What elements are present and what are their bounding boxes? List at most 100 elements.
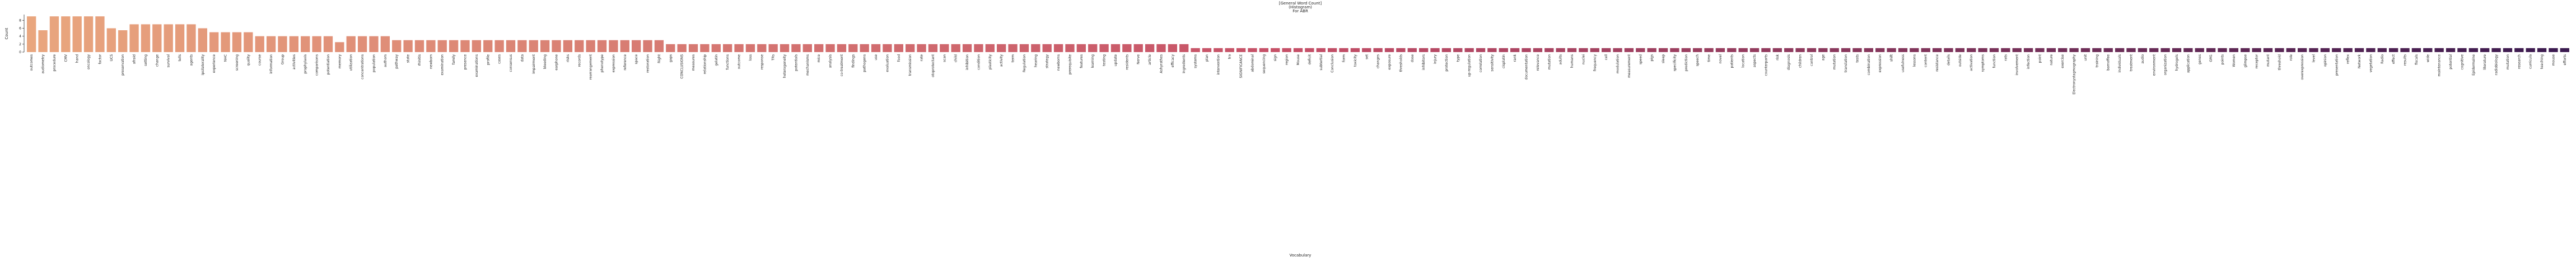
x-tick-label: up-regulation: [1468, 54, 1472, 77]
x-tick-label: threshold: [2278, 54, 2281, 70]
y-tick-label: 8: [19, 18, 21, 22]
x-tick-label: toxicity: [1354, 54, 1357, 67]
x-tick-label: tra: [1228, 54, 1232, 59]
x-tick-label: curricula: [2529, 54, 2533, 69]
x-tick-label: exposure: [1388, 54, 1392, 70]
x-tick-label: Nerve: [1137, 54, 1141, 64]
bar: [1647, 48, 1656, 52]
x-tick-label: presence: [464, 54, 468, 70]
x-tick-label: term: [1011, 54, 1015, 62]
bar: [997, 44, 1006, 52]
bar: [95, 16, 105, 52]
bar: [1179, 44, 1189, 52]
x-tick-label: mouse: [2551, 54, 2555, 66]
x-tick-label: glimpse: [2243, 54, 2247, 68]
bar: [1602, 48, 1611, 52]
bar: [962, 44, 972, 52]
x-tick-label: GM1: [2209, 54, 2213, 62]
bar: [563, 40, 573, 52]
x-tick-label: cognitive: [2460, 54, 2464, 70]
x-tick-label: NHC: [224, 54, 228, 62]
x-tick-label: authors: [384, 54, 388, 67]
x-tick-label: consensus: [509, 54, 513, 72]
x-tick-label: measurement: [1627, 54, 1631, 78]
x-tick-label: activation: [1970, 54, 1973, 71]
bar: [49, 16, 59, 52]
x-tick-label: tells: [178, 54, 182, 62]
bar: [2514, 48, 2524, 52]
bar: [1841, 48, 1851, 52]
bar: [688, 44, 698, 52]
bar: [1727, 48, 1737, 52]
x-tick-label: efficacy: [1171, 54, 1175, 68]
bar: [2377, 48, 2387, 52]
bar: [1533, 48, 1543, 52]
x-tick-label: sequencing: [1262, 54, 1266, 74]
x-tick-label: fiscals: [2415, 54, 2419, 65]
bar: [2080, 48, 2090, 52]
bar: [494, 40, 504, 52]
x-tick-label: effect: [2392, 54, 2396, 64]
y-tick-label: 0: [19, 50, 21, 54]
x-tick-label: bleeding: [543, 54, 547, 69]
x-tick-label: tests: [1855, 54, 1859, 63]
bar: [734, 44, 744, 52]
x-tick-label: counterparts: [1764, 54, 1768, 76]
bar: [1282, 48, 1291, 52]
bar: [529, 40, 538, 52]
bar: [2069, 48, 2079, 52]
x-tick-label: pigs: [1650, 54, 1654, 61]
x-tick-label: relevance: [1536, 54, 1540, 71]
x-tick-label: Women: [2232, 54, 2236, 67]
bar: [575, 40, 584, 52]
bar: [2480, 48, 2490, 52]
x-tick-label: individuals: [2118, 54, 2122, 72]
bar: [871, 44, 881, 52]
x-tick-label: teaching: [2540, 54, 2544, 69]
x-tick-label: prerequisite: [1068, 54, 1072, 74]
x-tick-label: barnoffee: [2107, 54, 2111, 71]
bar: [814, 44, 824, 52]
bar: [1487, 48, 1497, 52]
x-tick-label: results: [2404, 54, 2407, 66]
bar: [1670, 48, 1679, 52]
x-tick-label: abdominal: [1250, 54, 1254, 72]
bar: [1396, 48, 1406, 52]
bar: [118, 30, 128, 52]
bar: [940, 44, 949, 52]
x-tick-label: plan: [1205, 54, 1209, 62]
x-tick-label: learning: [1091, 54, 1095, 68]
bar: [1133, 44, 1143, 52]
bar: [1556, 48, 1565, 52]
bar: [426, 40, 436, 52]
x-tick-label: experience: [212, 54, 216, 73]
x-tick-label: point: [2038, 54, 2042, 63]
bar: [1168, 44, 1178, 52]
bar: [357, 36, 367, 52]
x-tick-label: changes: [1376, 54, 1380, 68]
x-tick-label: evaluation: [885, 54, 889, 72]
bar: [1864, 48, 1873, 52]
bar: [552, 40, 561, 52]
bar: [723, 44, 732, 52]
x-tick-label: records: [577, 54, 581, 67]
x-tick-label: pathway: [395, 54, 399, 69]
bar: [1681, 48, 1691, 52]
bar: [2263, 48, 2273, 52]
bar: [2434, 48, 2444, 52]
x-tick-label: findings: [851, 54, 855, 68]
x-tick-label: prediction: [1684, 54, 1688, 71]
x-tick-label: content: [1924, 54, 1928, 67]
bar: [1499, 48, 1508, 52]
x-tick-label: transmission: [908, 54, 912, 76]
bar: [825, 44, 835, 52]
bar: [1579, 48, 1588, 52]
x-tick-label: humans: [1570, 54, 1574, 68]
x-tick-label: shift: [1890, 54, 1894, 62]
x-tick-label: Network: [2358, 54, 2362, 68]
bar: [1202, 48, 1212, 52]
x-tick-label: function: [1992, 54, 1996, 68]
bar: [1978, 48, 1987, 52]
x-tick-label: Mouse: [1296, 54, 1300, 66]
bar: [1122, 44, 1132, 52]
